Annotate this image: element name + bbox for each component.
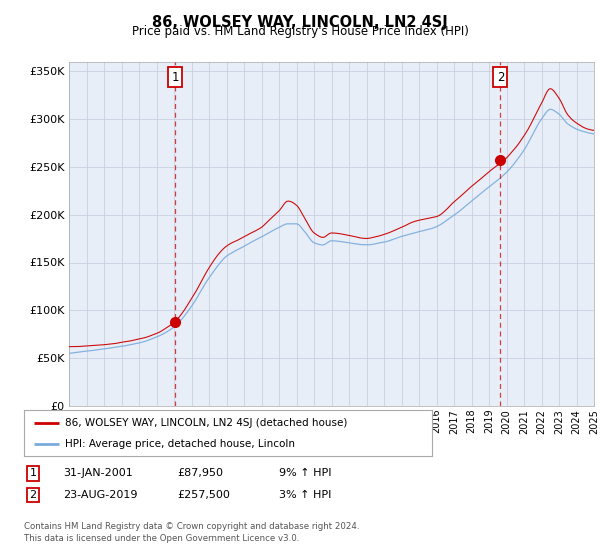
Text: 3% ↑ HPI: 3% ↑ HPI [279, 490, 331, 500]
Text: 9% ↑ HPI: 9% ↑ HPI [279, 468, 331, 478]
Text: 1: 1 [29, 468, 37, 478]
Text: Price paid vs. HM Land Registry's House Price Index (HPI): Price paid vs. HM Land Registry's House … [131, 25, 469, 38]
Text: 1: 1 [172, 71, 179, 83]
Text: HPI: Average price, detached house, Lincoln: HPI: Average price, detached house, Linc… [65, 440, 295, 450]
Text: 86, WOLSEY WAY, LINCOLN, LN2 4SJ (detached house): 86, WOLSEY WAY, LINCOLN, LN2 4SJ (detach… [65, 418, 347, 428]
Text: 2: 2 [497, 71, 504, 83]
Text: Contains HM Land Registry data © Crown copyright and database right 2024.
This d: Contains HM Land Registry data © Crown c… [24, 522, 359, 543]
Text: £257,500: £257,500 [177, 490, 230, 500]
Text: 23-AUG-2019: 23-AUG-2019 [63, 490, 137, 500]
Text: £87,950: £87,950 [177, 468, 223, 478]
Text: 31-JAN-2001: 31-JAN-2001 [63, 468, 133, 478]
Text: 2: 2 [29, 490, 37, 500]
Text: 86, WOLSEY WAY, LINCOLN, LN2 4SJ: 86, WOLSEY WAY, LINCOLN, LN2 4SJ [152, 15, 448, 30]
